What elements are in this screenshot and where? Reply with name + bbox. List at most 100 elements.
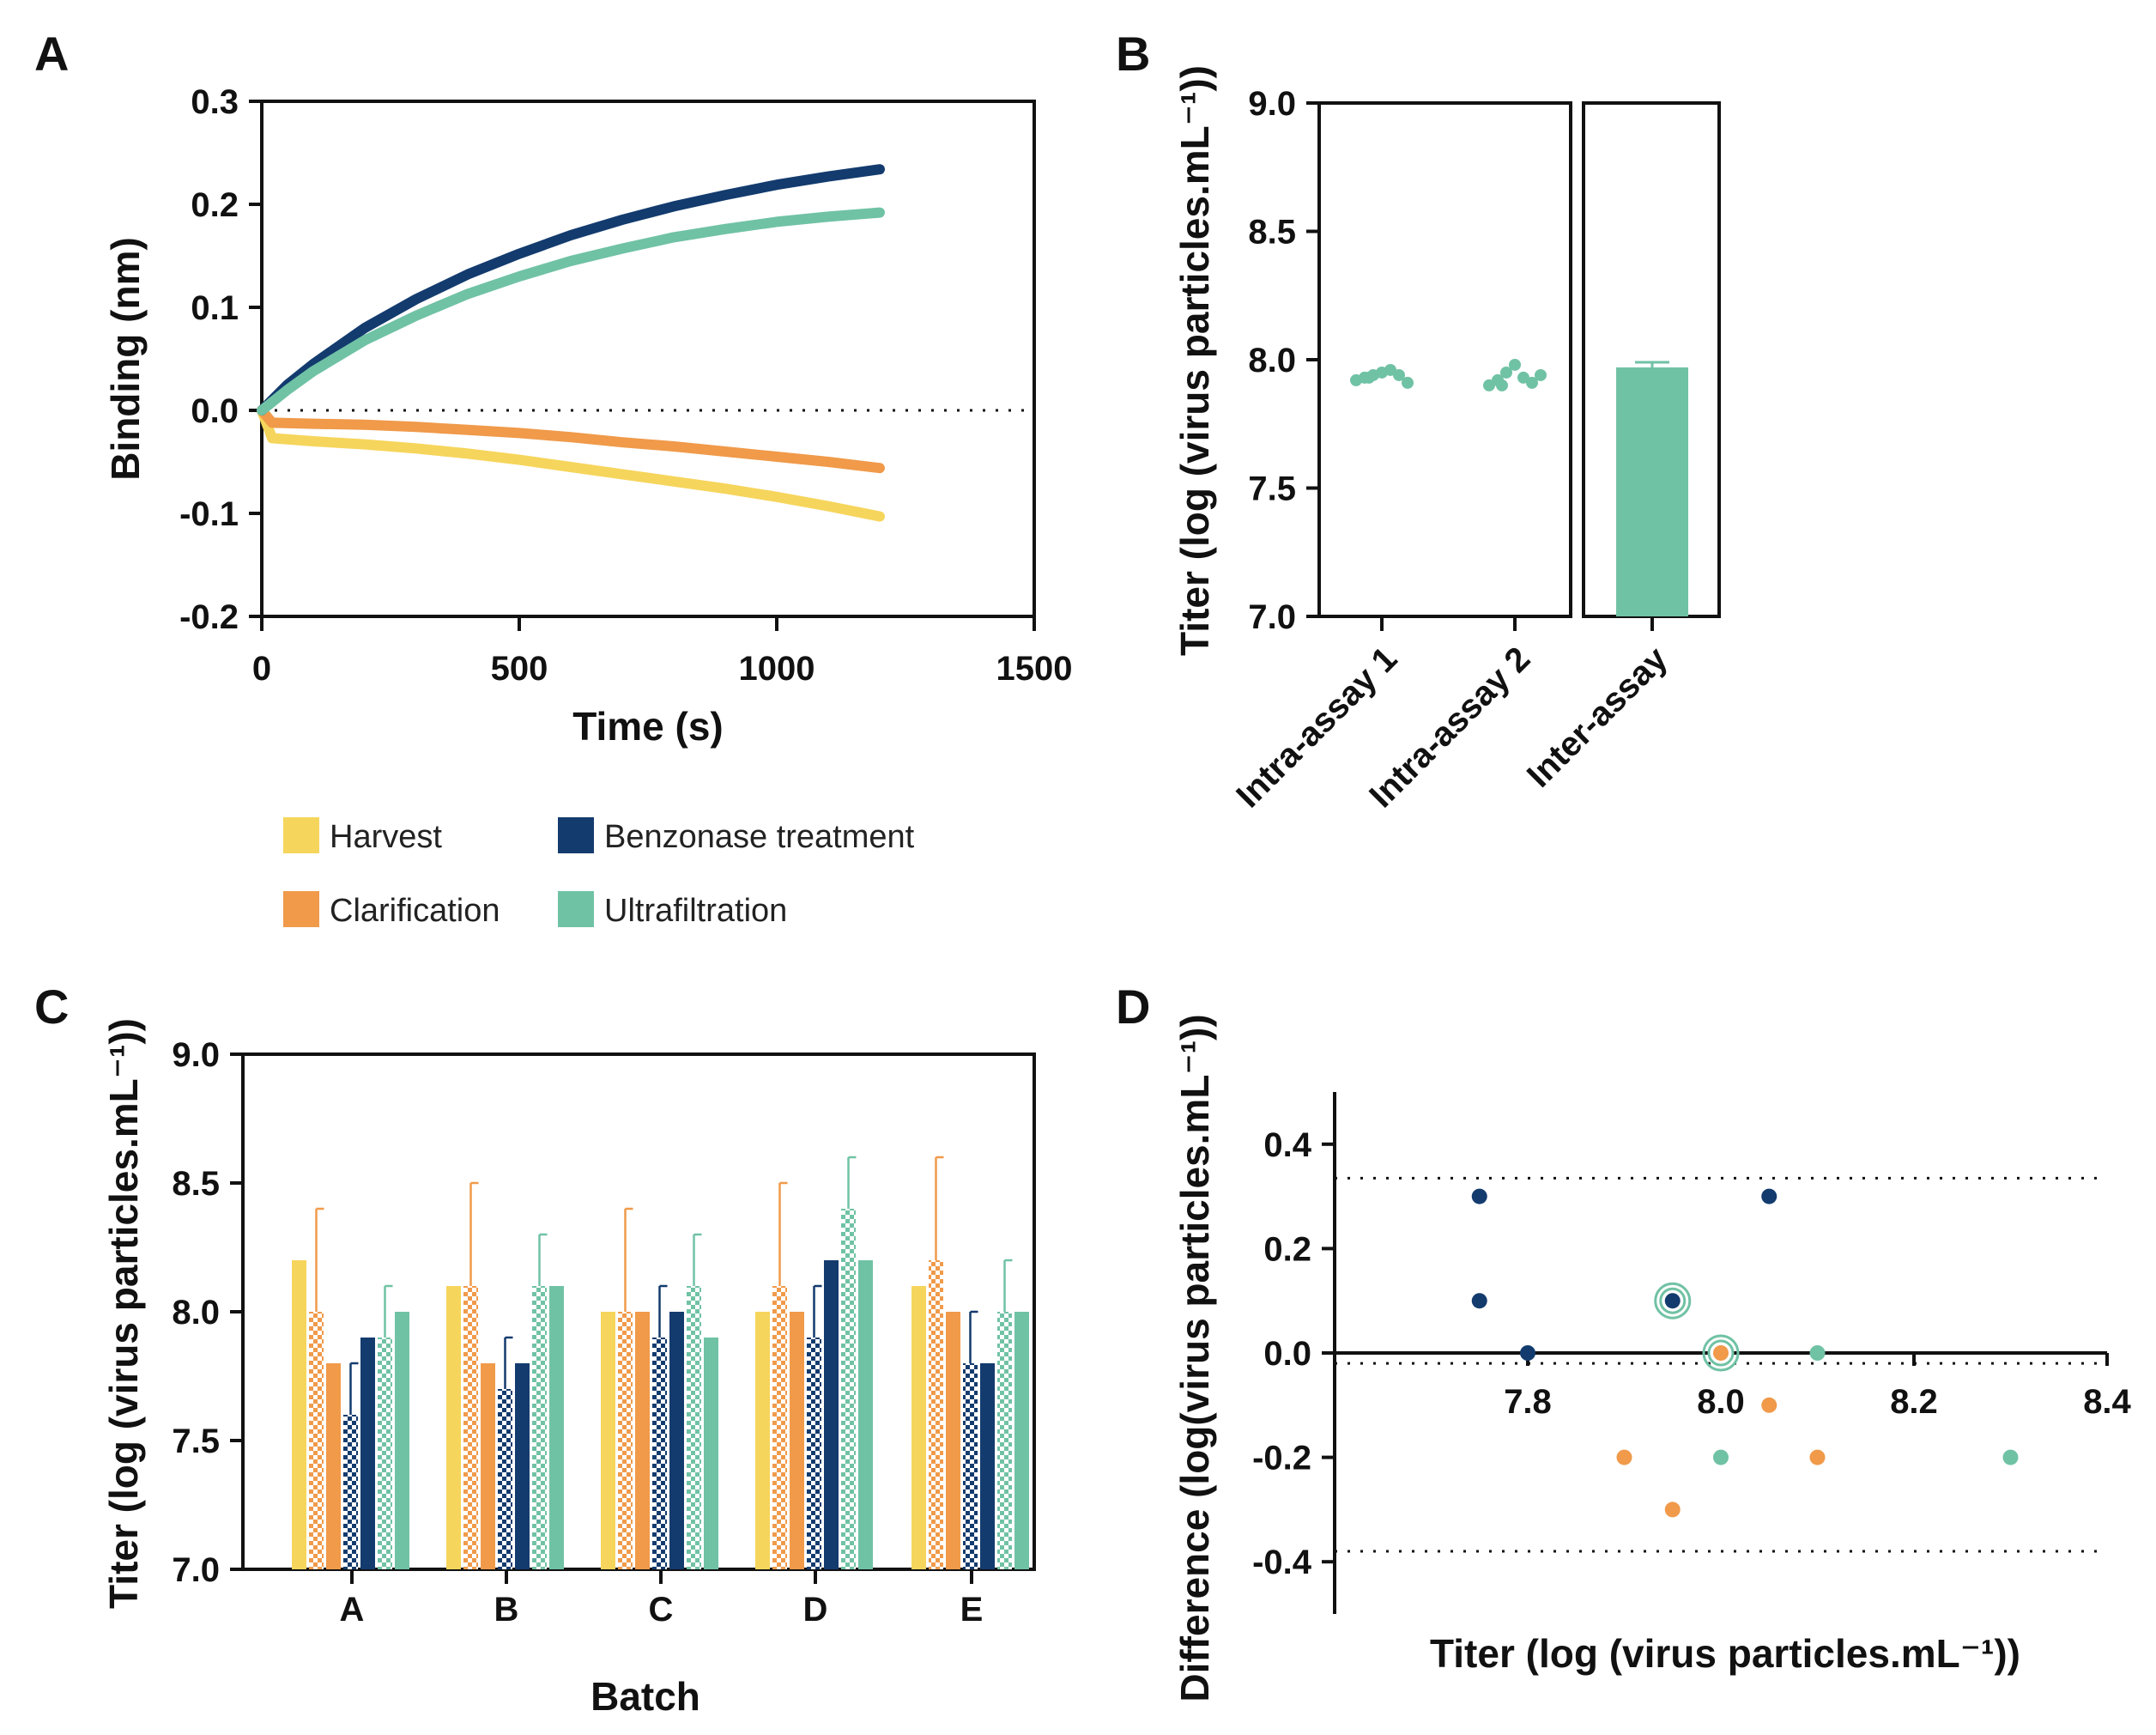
panel-a-x-tick-label: 1000 xyxy=(739,650,815,688)
panel-c-x-title: Batch xyxy=(590,1674,700,1719)
legend: Harvest Benzonase treatment Clarificatio… xyxy=(283,817,915,929)
panel-d-x-tick-label: 7.8 xyxy=(1504,1383,1552,1421)
panel-c-bars xyxy=(292,1156,1029,1569)
panel-c-y-tick-label: 8.0 xyxy=(172,1294,220,1332)
panel-c-bar xyxy=(326,1363,341,1569)
panel-b-point xyxy=(1500,366,1512,379)
panel-c-x-label: C xyxy=(649,1591,674,1629)
panel-c-bar xyxy=(395,1312,409,1569)
panel-b-marks xyxy=(1350,358,1688,616)
panel-d-point xyxy=(1471,1293,1487,1309)
panel-letter-d: D xyxy=(1116,980,1150,1034)
legend-swatch-harvest xyxy=(283,817,319,853)
panel-c-bar xyxy=(481,1363,495,1569)
panel-c-bar xyxy=(463,1286,478,1569)
panel-b-y-tick-label: 7.0 xyxy=(1248,598,1296,636)
panel-a-y-tick-label: -0.2 xyxy=(179,598,239,636)
panel-c-y-tick-label: 7.0 xyxy=(172,1551,220,1589)
panel-d-point xyxy=(1713,1345,1729,1361)
panel-c-bar xyxy=(963,1363,978,1569)
panel-a-y-tick-label: 0.1 xyxy=(191,289,239,327)
panel-d-point xyxy=(1761,1397,1777,1413)
panel-d-x-tick-label: 8.2 xyxy=(1890,1383,1938,1421)
legend-label-harvest: Harvest xyxy=(330,819,442,855)
panel-c-x-label: D xyxy=(803,1591,828,1629)
panel-d-point xyxy=(1761,1188,1777,1204)
panel-d-point-ring-outer xyxy=(1654,1282,1692,1319)
panel-b-y-tick-label: 9.0 xyxy=(1248,85,1296,123)
panel-c-bar xyxy=(378,1338,392,1569)
panel-c-x-label: B xyxy=(494,1591,519,1629)
panel-d-y-tick-label: -0.4 xyxy=(1252,1544,1312,1581)
legend-label-benzonase: Benzonase treatment xyxy=(604,819,915,855)
panel-c-bar xyxy=(807,1338,821,1569)
panel-a-x-title: Time (s) xyxy=(572,704,724,749)
panel-c-bar xyxy=(618,1312,633,1569)
panel-b-y-tick-label: 7.5 xyxy=(1248,470,1296,508)
panel-c-bar xyxy=(980,1363,995,1569)
panel-d-x-tick-label: 8.4 xyxy=(2083,1383,2131,1421)
panel-c-bar xyxy=(997,1312,1012,1569)
panel-c-y-tick-label: 8.5 xyxy=(172,1165,220,1203)
panel-d-point xyxy=(2002,1449,2019,1465)
legend-label-ultrafiltration: Ultrafiltration xyxy=(604,893,787,929)
panel-b-y-ticks: 7.0 7.5 8.0 8.5 9.0 xyxy=(1248,85,1319,636)
panel-a-series xyxy=(257,164,885,522)
panel-a-y-ticks: -0.2 -0.1 0.0 0.1 0.2 0.3 xyxy=(179,83,262,636)
panel-b-point xyxy=(1535,368,1547,381)
panel-c-bar xyxy=(1014,1312,1029,1569)
panel-c-bar xyxy=(498,1389,512,1569)
legend-swatch-benzonase xyxy=(558,817,594,853)
panel-c-x-labels: A B C D E xyxy=(340,1569,984,1629)
panel-a-x-ticks: 0 500 1000 1500 xyxy=(252,616,1072,688)
panel-c-y-ticks: 7.0 7.5 8.0 8.5 9.0 xyxy=(172,1036,243,1589)
panel-c-bar xyxy=(292,1260,306,1569)
panel-c-bar xyxy=(601,1312,615,1569)
panel-d-y-tick-label: 0.0 xyxy=(1263,1335,1311,1373)
panel-c-y-tick-label: 9.0 xyxy=(172,1036,220,1074)
panel-a-y-tick-label: 0.3 xyxy=(191,83,239,121)
panel-d-point xyxy=(1520,1345,1535,1361)
panel-c-bar xyxy=(946,1312,960,1569)
panel-b-y-tick-label: 8.0 xyxy=(1248,342,1296,379)
legend-label-clarification: Clarification xyxy=(330,893,500,929)
panel-d-y-title: Difference (log(virus particles.mL⁻¹)) xyxy=(1172,1014,1217,1702)
panel-b-scatter-chart: 7.0 7.5 8.0 8.5 9.0 Intra-assay 1Intra-assay… xyxy=(1172,65,1721,815)
panel-d-y-ticks: -0.4 -0.2 0.0 0.2 0.4 xyxy=(1252,1126,1335,1581)
panel-d-x-ticks: 7.8 8.0 8.2 8.4 xyxy=(1504,1353,2132,1421)
panel-c-bar xyxy=(360,1338,375,1569)
panel-a-x-tick-label: 500 xyxy=(491,650,548,688)
panel-d-point xyxy=(1616,1449,1632,1465)
panel-b-point xyxy=(1393,368,1405,381)
panel-c-bar xyxy=(704,1338,718,1569)
panel-d-point xyxy=(1713,1449,1729,1465)
panel-b-y-title: Titer (log (virus particles.mL⁻¹)) xyxy=(1172,65,1217,656)
panel-a-frame xyxy=(260,100,1036,618)
panel-d-point-ring-outer xyxy=(1702,1334,1740,1372)
panel-b-bar-inter-assay xyxy=(1616,367,1688,616)
panel-c-bar xyxy=(929,1260,943,1569)
legend-swatch-clarification xyxy=(283,891,319,927)
panel-b-y-tick-label: 8.5 xyxy=(1248,214,1296,252)
panel-d-point xyxy=(1809,1345,1826,1361)
panel-c-bar xyxy=(858,1260,873,1569)
panel-c-bar xyxy=(343,1415,358,1569)
panel-b-point xyxy=(1496,379,1508,391)
panel-c-y-tick-label: 7.5 xyxy=(172,1423,220,1460)
panel-c-bar xyxy=(309,1312,324,1569)
panel-letter-c: C xyxy=(34,980,69,1034)
panel-c-bar-chart: 7.0 7.5 8.0 8.5 9.0 A B C D E Batch Titer (log (… xyxy=(101,1018,1036,1719)
panel-d-y-tick-label: 0.4 xyxy=(1263,1126,1311,1164)
legend-swatch-ultrafiltration xyxy=(558,891,594,927)
panel-a-y-tick-label: -0.1 xyxy=(179,495,239,533)
panel-a-y-tick-label: 0.0 xyxy=(191,392,239,430)
panel-d-point xyxy=(1471,1188,1487,1204)
panel-c-x-label: E xyxy=(960,1591,984,1629)
panel-c-bar xyxy=(446,1286,461,1569)
panel-d-point xyxy=(1809,1449,1826,1465)
panel-a-series-benzonase xyxy=(257,164,885,416)
panel-b-point xyxy=(1363,371,1375,384)
panel-a-line-chart: -0.2 -0.1 0.0 0.1 0.2 0.3 0 500 1000 1500 Time (… xyxy=(103,83,1072,749)
panel-d-points xyxy=(1471,1188,2019,1518)
